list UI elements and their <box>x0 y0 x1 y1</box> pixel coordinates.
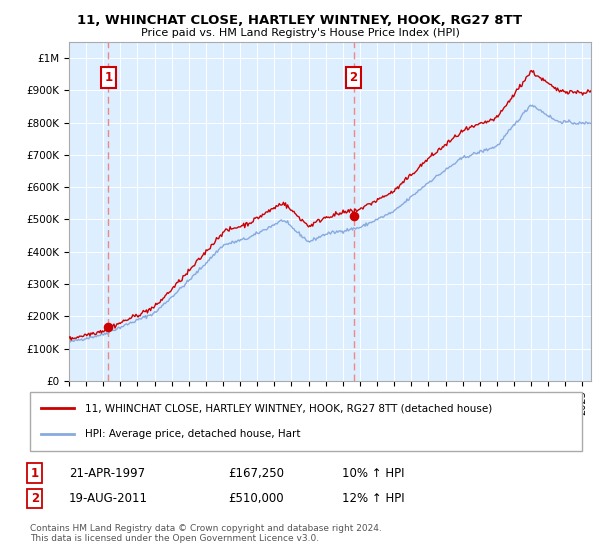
Text: HPI: Average price, detached house, Hart: HPI: Average price, detached house, Hart <box>85 430 301 440</box>
Text: 11, WHINCHAT CLOSE, HARTLEY WINTNEY, HOOK, RG27 8TT (detached house): 11, WHINCHAT CLOSE, HARTLEY WINTNEY, HOO… <box>85 403 493 413</box>
Point <box>349 212 358 221</box>
Text: 11, WHINCHAT CLOSE, HARTLEY WINTNEY, HOOK, RG27 8TT: 11, WHINCHAT CLOSE, HARTLEY WINTNEY, HOO… <box>77 14 523 27</box>
Text: 19-AUG-2011: 19-AUG-2011 <box>69 492 148 505</box>
Text: 12% ↑ HPI: 12% ↑ HPI <box>342 492 404 505</box>
Text: Contains HM Land Registry data © Crown copyright and database right 2024.
This d: Contains HM Land Registry data © Crown c… <box>30 524 382 543</box>
Text: 2: 2 <box>350 71 358 84</box>
Text: 10% ↑ HPI: 10% ↑ HPI <box>342 466 404 480</box>
Text: 1: 1 <box>104 71 112 84</box>
Point <box>104 323 113 332</box>
Text: 1: 1 <box>31 466 39 480</box>
Text: 2: 2 <box>31 492 39 505</box>
Text: Price paid vs. HM Land Registry's House Price Index (HPI): Price paid vs. HM Land Registry's House … <box>140 28 460 38</box>
Text: 21-APR-1997: 21-APR-1997 <box>69 466 145 480</box>
FancyBboxPatch shape <box>30 392 582 451</box>
Text: £167,250: £167,250 <box>228 466 284 480</box>
Text: £510,000: £510,000 <box>228 492 284 505</box>
